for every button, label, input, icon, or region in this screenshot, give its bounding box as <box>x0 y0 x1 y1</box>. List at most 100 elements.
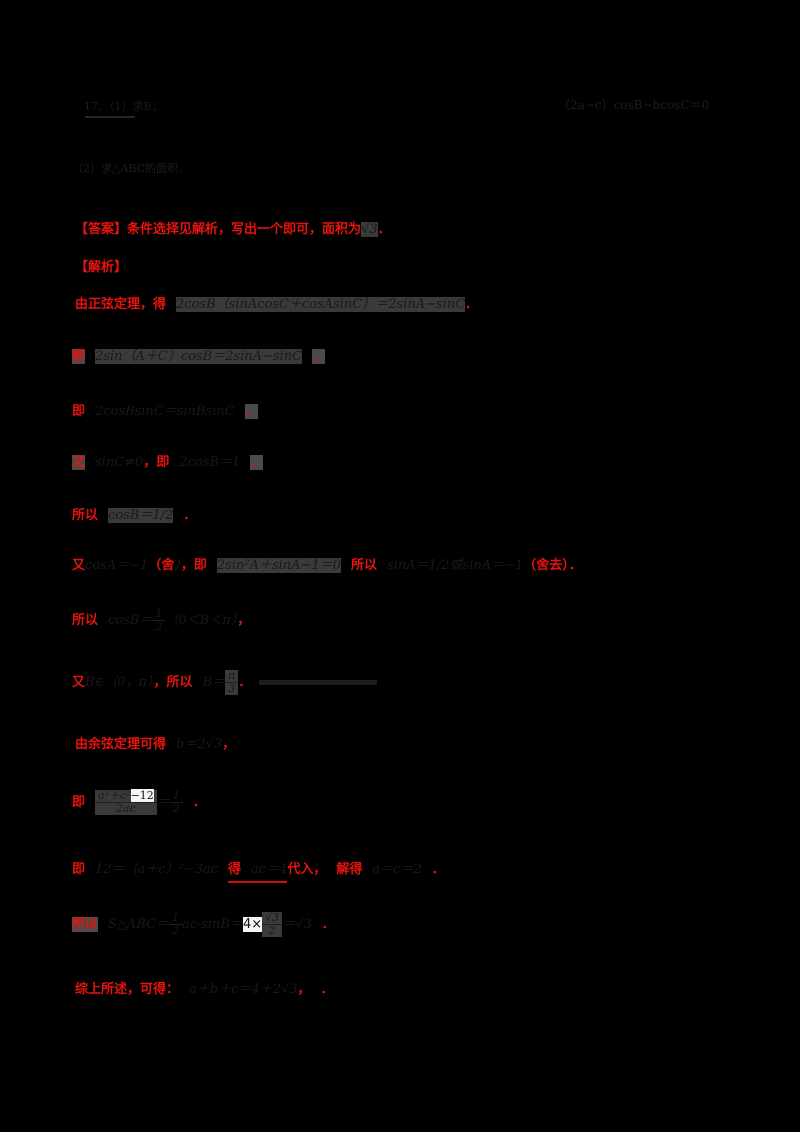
analysis-label: 【解析】 <box>75 260 128 275</box>
question-number: 17．（1）求B； <box>84 100 163 113</box>
step6-rejected: （舍去） <box>523 558 569 573</box>
step10-numerator2: 1 <box>169 789 183 804</box>
step-nonzero: 又 sinC≠0，即 2cosB＝1 ． <box>72 455 264 471</box>
question-underline <box>85 116 135 118</box>
step4-lead: 又 <box>72 455 86 470</box>
step4-f1: sinC≠0 <box>95 455 144 470</box>
step5-formula: cosB＝1/2 <box>108 508 174 523</box>
step8-domain: B∈（0，π） <box>85 675 154 691</box>
answer-formula: √3 <box>361 222 378 237</box>
step-cosb-value: 所以 cosB＝ 1 2 （0＜B＜π）， <box>72 607 251 633</box>
step8-denominator: 3 <box>228 682 236 696</box>
step3-period: ． <box>244 404 258 419</box>
step4-f2: 2cosB＝1 <box>179 455 241 470</box>
step11-f3: a＝c＝2 <box>372 862 422 877</box>
step12-fraction2: √3 2 <box>262 911 283 938</box>
step12-numerator2: √3 <box>262 911 283 926</box>
step9-comma: ， <box>222 737 236 752</box>
step10-numerator1: a²＋c²−12 <box>95 789 157 804</box>
step10-num1a: a²＋c² <box>98 789 131 802</box>
answer-period: ． <box>377 222 391 237</box>
step13-comma: ， <box>297 982 311 997</box>
step8-numerator: π <box>225 669 239 684</box>
condition-formula: （2a−c）cosB−bcosC＝0 <box>558 98 710 112</box>
step-fraction-equation: 即 a²＋c²−12 2ac ＝ 1 2 ． <box>72 789 206 816</box>
step4-comma: ， <box>143 455 157 470</box>
step10-denominator1: 2ac <box>116 802 136 816</box>
step10-num1b-white: −12 <box>130 789 154 802</box>
analysis-line: 【解析】 <box>75 260 127 276</box>
step8-lead: 又 <box>72 675 86 691</box>
step4-period: ． <box>250 455 264 470</box>
step7-pre: cosB＝ <box>108 613 153 629</box>
step-reject-root: 又cosA＝−1（舍），即 2sin²A＋sinA−1＝0 所以 sinA＝1/2或s… <box>72 558 582 574</box>
step13-period: ． <box>320 982 334 997</box>
step12-lead: 所以 <box>72 917 99 933</box>
step8-period: ． <box>238 675 252 691</box>
step1-formula: 2cosB（sinAcosC＋cosAsinC）＝2sinA−sinC <box>176 297 466 312</box>
step2-lead: 即 <box>72 349 86 364</box>
step10-fraction1: a²＋c²−12 2ac <box>95 789 157 816</box>
step11-lead: 即 <box>72 862 86 877</box>
step6-f2: ） <box>174 558 181 573</box>
step7-numerator: 1 <box>152 607 166 622</box>
step2-period: ． <box>312 349 326 364</box>
step6-f4: sinA＝1/2或sinA＝−1 <box>387 558 524 573</box>
question-part-two: （2）求△ABC的面积． <box>72 162 190 175</box>
step3-lead: 即 <box>72 404 86 419</box>
step1-lead: 由正弦定理，得 <box>75 297 167 312</box>
step-simplify: 即 2cosBsinC＝sinBsinC ． <box>72 404 258 420</box>
step11-get: 得 <box>228 862 242 877</box>
step13-f1: a＋b＋c＝4＋2√3 <box>189 982 298 997</box>
step7-comma: ， <box>237 613 251 629</box>
step8-comma: ， <box>153 675 167 691</box>
step10-lead: 即 <box>72 795 86 811</box>
step6-period: ． <box>568 558 582 573</box>
step6-then: ，即 <box>180 558 207 573</box>
step11-f1: 12＝（a＋c）²−3ac <box>95 862 218 877</box>
step9-lead: 由余弦定理可得 <box>75 737 167 752</box>
step4-mid: 即 <box>156 455 170 470</box>
step-expand: 即 2sin（A＋C）cosB＝2sinA−sinC ． <box>72 349 326 365</box>
step-solve: 即 12＝（a＋c）²−3ac 得 ac＝4代入， 解得 a＝c＝2 ． <box>72 862 445 883</box>
step6-reject-open: （舍 <box>148 558 175 573</box>
step6-so: 所以 <box>351 558 378 573</box>
step13-colon: ： <box>166 982 180 997</box>
step-area: 所以 S△ABC＝ 1 2 ac·sinB＝4× √3 2 ＝√3 ． <box>72 911 335 938</box>
step11-period: ． <box>431 862 445 877</box>
step10-equals: ＝ <box>156 795 170 811</box>
step1-period: ． <box>465 297 479 312</box>
step13-lead: 综上所述，可得 <box>75 982 167 997</box>
step6-f3: 2sin²A＋sinA−1＝0 <box>216 558 342 573</box>
step12-f3: ＝√3 <box>282 917 312 933</box>
answer-line: 【答案】条件选择见解析，写出一个即可，面积为√3． <box>75 222 391 238</box>
step5-period: ． <box>183 508 197 523</box>
step12-denominator2: 2 <box>268 924 276 938</box>
step3-formula: 2cosBsinC＝sinBsinC <box>95 404 235 419</box>
step2-formula: 2sin（A＋C）cosB＝2sinA−sinC <box>95 349 303 364</box>
highlight-streak <box>259 680 378 686</box>
step7-lead: 所以 <box>72 613 99 629</box>
step5-lead: 所以 <box>72 508 99 523</box>
step12-period: ． <box>321 917 335 933</box>
answer-text: 条件选择见解析，写出一个即可，面积为 <box>127 222 362 237</box>
step8-so: 所以 <box>166 675 193 691</box>
step-conclusion: 综上所述，可得： a＋b＋c＝4＋2√3， ． <box>75 982 334 998</box>
step12-f2: ac·sinB＝ <box>182 917 243 933</box>
step11-substitute: 代入， <box>287 862 327 877</box>
step10-denominator2: 2 <box>172 802 180 816</box>
answer-label: 【答案】 <box>75 222 128 237</box>
step12-numerator1: 1 <box>169 911 183 926</box>
step6-lead: 又 <box>72 558 86 573</box>
step11-f2: ac＝4 <box>251 862 288 877</box>
step-cosb: 所以 cosB＝1/2 ． <box>72 508 196 524</box>
step6-f1: cosA＝−1 <box>85 558 149 573</box>
step-angle-b: 又B∈（0，π），所以 B＝ π 3 ． <box>72 669 378 696</box>
step11-underlined: 得 ac＝4 <box>228 862 288 883</box>
step-cosine-rule: 由余弦定理可得 b＝2√3， <box>75 737 235 753</box>
